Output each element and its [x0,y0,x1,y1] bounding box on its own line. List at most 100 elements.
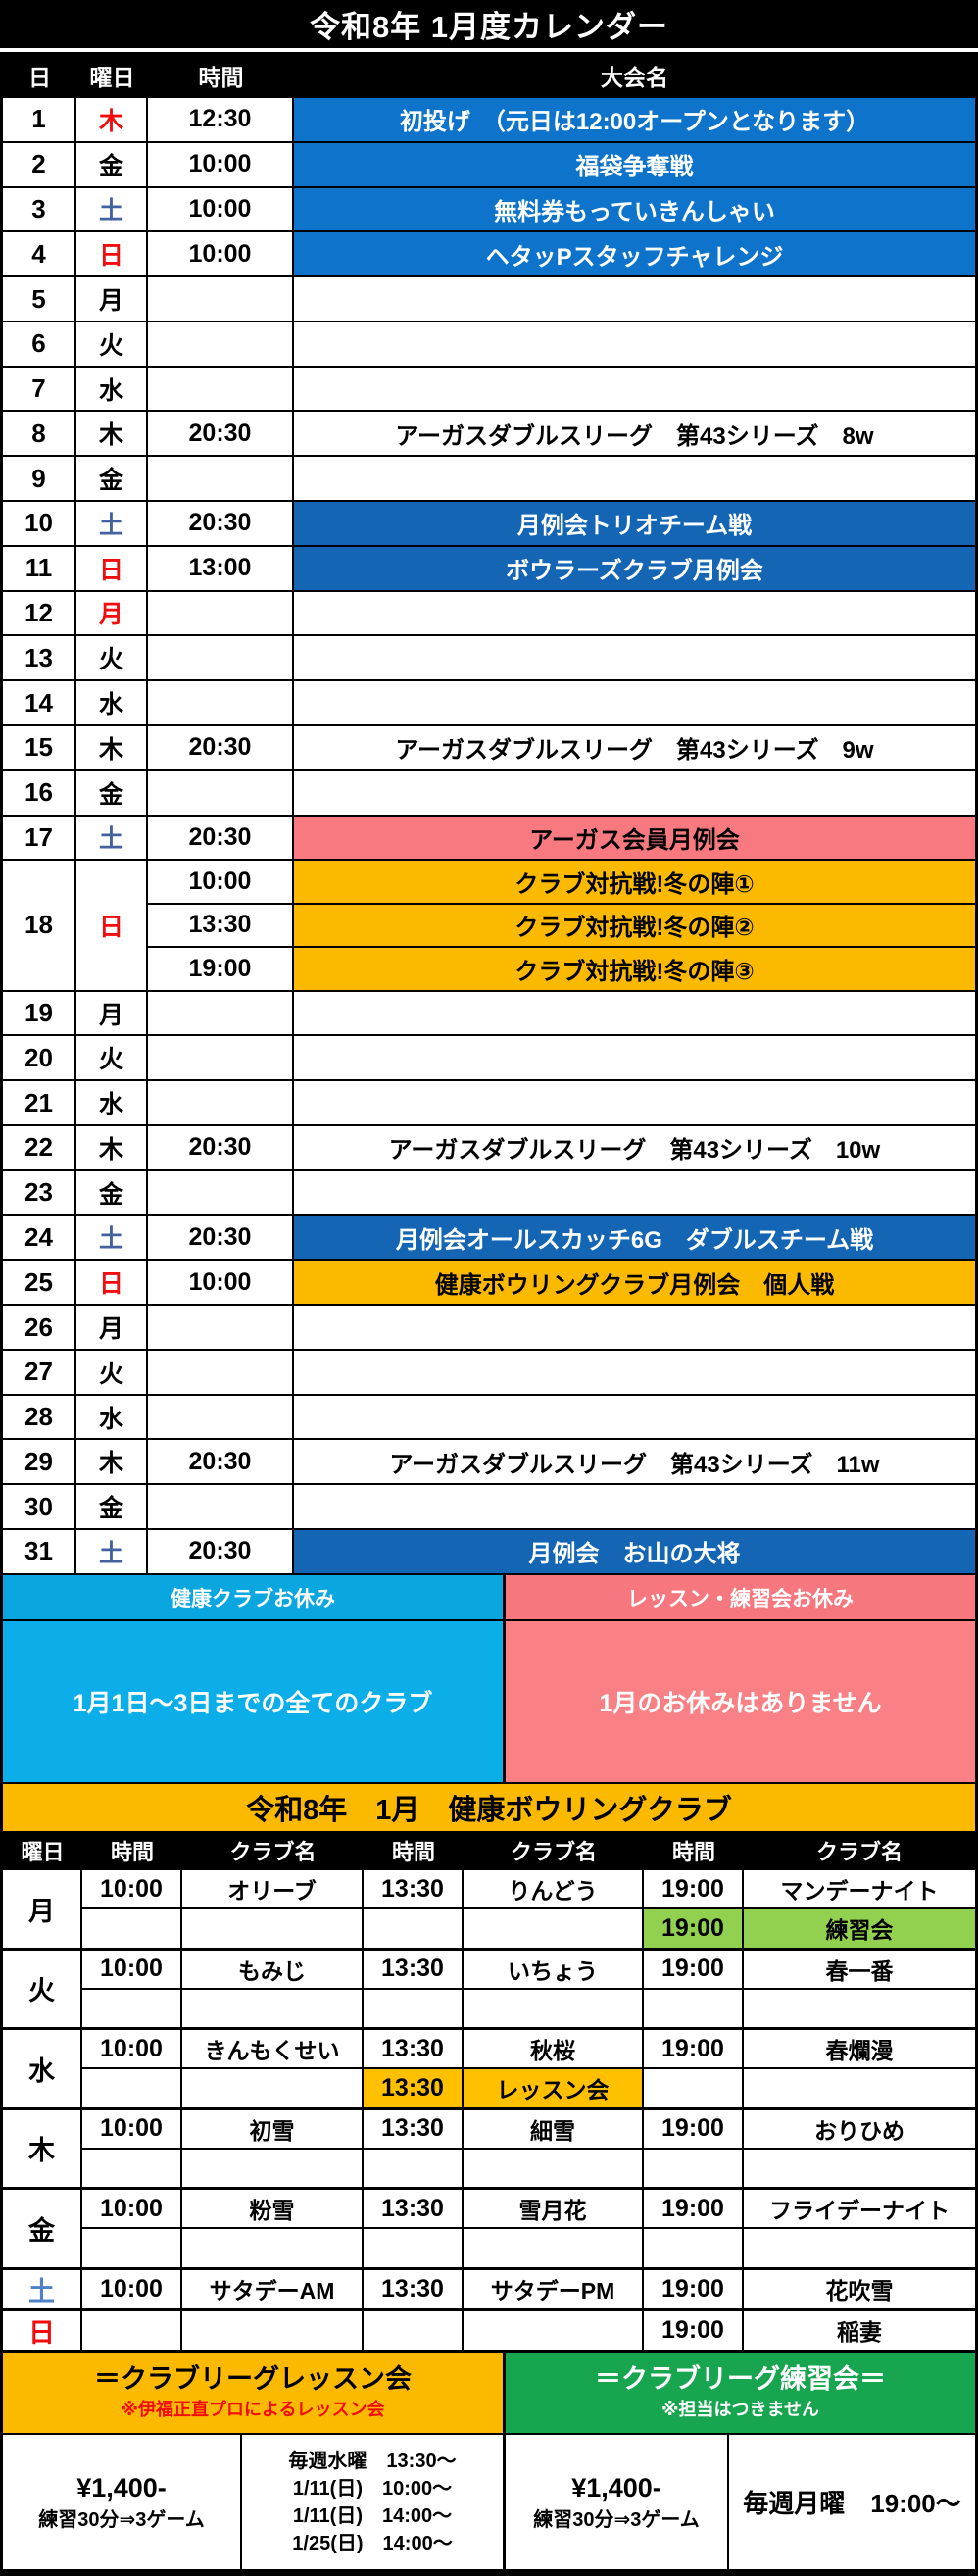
calendar-time [148,770,294,815]
calendar-event [294,1036,975,1080]
calendar-day-number: 7 [3,367,76,411]
club-weekday-band: 月 10:00 オリーブ 13:30 りんどう 19:00 マンデーナイト 19:00 練習会 [3,1870,975,1951]
club-row: 10:00 初雪 13:30 細雪 19:00 おりひめ [82,2109,975,2148]
club-name: 春爛漫 [744,2030,975,2068]
club-name: 練習会 [744,1909,975,1948]
calendar-time [148,1306,294,1349]
calendar-event: 福袋争奪戦 [294,142,975,186]
club-time [82,1909,182,1948]
club-time: 13:30 [364,2109,464,2148]
club-time: 19:00 [644,2030,744,2068]
club-header-weekday: 曜日 [21,1840,65,1864]
club-header-name-1: クラブ名 [229,1840,317,1864]
calendar-event: クラブ対抗戦!冬の陣② [294,904,975,947]
calendar-time [148,322,294,366]
calendar-event [294,1350,975,1394]
club-name: レッスン会 [464,2069,644,2107]
calendar-slots [148,1170,975,1214]
practice-weekly-cell: 毎週月曜 19:00～ [729,2435,975,2569]
club-name: おりひめ [744,2109,975,2148]
calendar-event: アーガスダブルスリーグ 第43シリーズ 9w [294,725,975,769]
calendar-weekday: 土 [76,1215,148,1260]
club-row: 10:00 サタデーAM 13:30 サタデーPM 19:00 花吹雪 [82,2269,975,2308]
club-weekday-band: 木 10:00 初雪 13:30 細雪 19:00 おりひめ [3,2109,975,2190]
club-row [82,2227,975,2267]
practice-price: ¥1,400- [571,2472,661,2502]
calendar-slot [148,457,975,501]
calendar-table: 1 木 12:30 初投げ （元日は12:00オープンとなります） 2 金 10:00 福袋争… [0,98,978,1575]
calendar-row: 27 火 [3,1350,975,1396]
calendar-slot: 20:30 月例会 お山の大将 [148,1530,975,1573]
club-header-time-2: 時間 [391,1840,435,1864]
calendar-slot [148,1485,975,1529]
calendar-row: 21 水 [3,1081,975,1126]
calendar-event [294,367,975,411]
calendar-slots: 12:30 初投げ （元日は12:00オープンとなります） [148,98,975,141]
calendar-weekday: 水 [76,367,148,411]
lesson-schedule-cell: 毎週水曜 13:30～ 1/11(日) 10:00～ 1/11(日) 14:00… [242,2435,503,2569]
calendar-time: 20:30 [148,725,294,769]
calendar-time: 19:00 [148,948,294,990]
club-name: 秋桜 [464,2030,644,2068]
calendar-slots [148,367,975,411]
club-weekday-band: 水 10:00 きんもくせい 13:30 秋桜 19:00 春爛漫 13:30 レッスン会 [3,2030,975,2110]
lesson-box-title: ＝クラブリーグレッスン会 [94,2364,412,2395]
calendar-slots [148,277,975,321]
calendar-slot: 13:30 クラブ対抗戦!冬の陣② [148,902,975,947]
calendar-slots [148,1485,975,1529]
club-name [744,2069,975,2107]
club-name: いちょう [464,1950,644,1988]
club-time [364,2310,464,2350]
lesson-price-cell: ¥1,400- 練習30分⇒3ゲーム [3,2435,242,2569]
calendar-weekday: 水 [76,1395,148,1439]
calendar-slots: 20:30 アーガス会員月例会 [148,816,975,860]
calendar-day-number: 9 [3,457,76,501]
club-row: 19:00 練習会 [82,1907,975,1948]
calendar-event: クラブ対抗戦!冬の陣① [294,861,975,903]
lesson-schedule-line: 1/11(日) 10:00～ [292,2477,453,2500]
calendar-slot [148,1306,975,1349]
club-time: 13:30 [364,1950,464,1988]
calendar-time [148,991,294,1035]
calendar-slots [148,1306,975,1349]
club-name [182,2149,364,2187]
club-name: マンデーナイト [744,1870,975,1908]
practice-weekly-time: 毎週月曜 19:00～ [743,2489,961,2518]
club-time [82,2229,182,2267]
club-time [364,2149,464,2187]
club-time: 13:30 [364,1870,464,1908]
calendar-day-number: 29 [3,1440,76,1484]
club-league-lesson-box: ＝クラブリーグレッスン会 ※伊福正直プロによるレッスン会 ¥1,400- 練習3… [3,2353,506,2569]
calendar-time [148,1170,294,1214]
calendar-slot: 20:30 月例会オールスカッチ6G ダブルスチーム戦 [148,1215,975,1260]
club-name: サタデーAM [182,2269,364,2308]
club-row: 19:00 稲妻 [82,2310,975,2350]
club-weekday: 火 [3,1950,82,2027]
club-time: 10:00 [82,2109,182,2148]
calendar-day-number: 13 [3,636,76,680]
calendar-slot: 20:30 月例会トリオチーム戦 [148,502,975,545]
calendar-event [294,681,975,724]
calendar-slots: 10:00 クラブ対抗戦!冬の陣① 13:30 クラブ対抗戦!冬の陣② 19:00 クラブ… [148,861,975,990]
calendar-day-number: 23 [3,1170,76,1214]
calendar-slots [148,457,975,501]
club-rows: 10:00 粉雪 13:30 雪月花 19:00 フライデーナイト [82,2190,975,2267]
calendar-day-number: 15 [3,725,76,769]
health-club-closed-box: 健康クラブお休み 1月1日～3日までの全てのクラブ [3,1575,506,1782]
calendar-day-number: 12 [3,591,76,635]
calendar-row: 3 土 10:00 無料券もっていきんしゃい [3,187,975,233]
calendar-slots [148,636,975,680]
calendar-time: 10:00 [148,142,294,186]
club-name: 稲妻 [744,2310,975,2350]
calendar-event [294,457,975,501]
calendar-slots [148,991,975,1035]
lesson-closed-header: レッスン・練習会お休み [506,1575,975,1621]
page-title: 令和8年 1月度カレンダー [0,0,978,48]
calendar-event [294,636,975,680]
calendar-row: 2 金 10:00 福袋争奪戦 [3,142,975,188]
calendar-event: アーガス会員月例会 [294,816,975,860]
club-rows: 10:00 オリーブ 13:30 りんどう 19:00 マンデーナイト 19:00 練習会 [82,1870,975,1948]
club-row: 10:00 もみじ 13:30 いちょう 19:00 春一番 [82,1950,975,1988]
calendar-weekday: 月 [76,591,148,635]
